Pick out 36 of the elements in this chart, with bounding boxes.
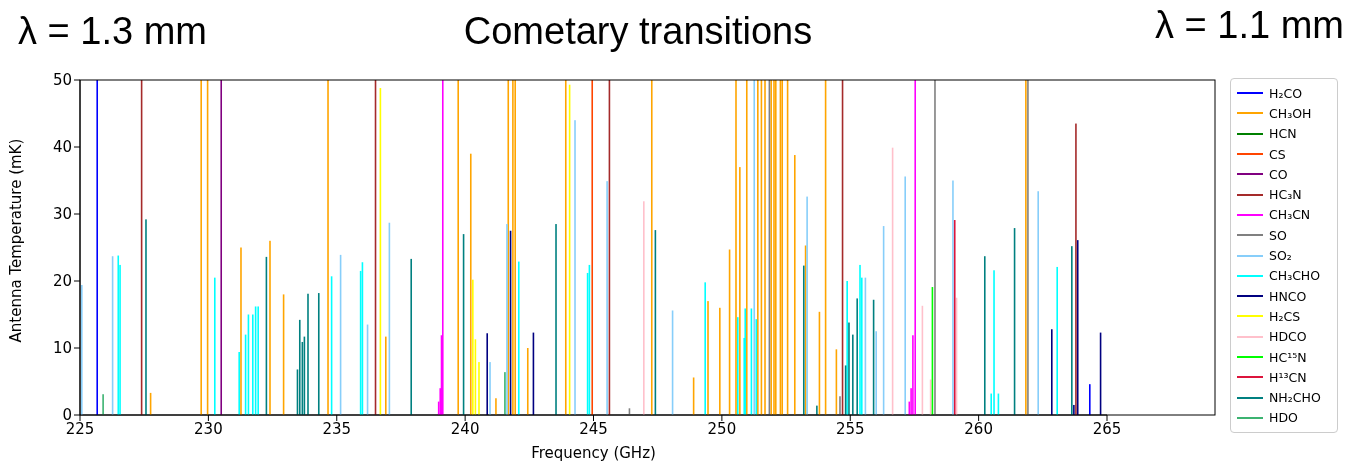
legend-label: NH₂CHO	[1269, 390, 1321, 406]
legend-label: CH₃OH	[1269, 105, 1312, 121]
legend-label: SO₂	[1269, 248, 1292, 264]
x-tick-label: 260	[964, 419, 993, 438]
legend-label: SO	[1269, 227, 1287, 243]
y-tick-label: 40	[52, 138, 72, 157]
y-tick-label: 10	[52, 339, 72, 358]
legend-label: H₂CO	[1269, 85, 1302, 101]
y-axis-title: Antenna Temperature (mK)	[7, 138, 26, 343]
legend-label: H₂CS	[1269, 308, 1301, 324]
x-tick-label: 235	[322, 419, 352, 438]
text: λ = 1.1 mm	[1155, 4, 1344, 47]
y-tick-label: 30	[52, 205, 72, 224]
x-tick-label: 245	[579, 419, 608, 438]
legend-label: HCN	[1269, 126, 1297, 142]
text: λ = 1.3 mm	[18, 10, 207, 53]
x-tick-label: 225	[65, 419, 95, 438]
legend-label: HC₃N	[1269, 187, 1302, 203]
x-tick-label: 265	[1092, 419, 1122, 438]
x-axis-title: Frequency (GHz)	[531, 444, 656, 462]
legend-label: HDO	[1269, 410, 1298, 426]
y-tick-label: 50	[52, 71, 72, 90]
x-tick-label: 255	[835, 419, 865, 438]
y-tick-label: 20	[52, 272, 72, 291]
legend-label: H¹³CN	[1269, 369, 1307, 385]
legend-label: CS	[1269, 146, 1286, 162]
legend-label: HNCO	[1269, 288, 1307, 304]
chart-title: Cometary transitions	[462, 10, 814, 53]
legend-label: HDCO	[1269, 329, 1307, 345]
legend-label: CH₃CN	[1269, 207, 1311, 223]
x-tick-label: 230	[194, 419, 223, 438]
legend-label: HC¹⁵N	[1269, 349, 1307, 365]
x-tick-label: 250	[707, 419, 737, 438]
legend-label: CH₃CHO	[1269, 268, 1321, 284]
legend-label: CO	[1269, 166, 1288, 182]
x-tick-label: 240	[450, 419, 480, 438]
